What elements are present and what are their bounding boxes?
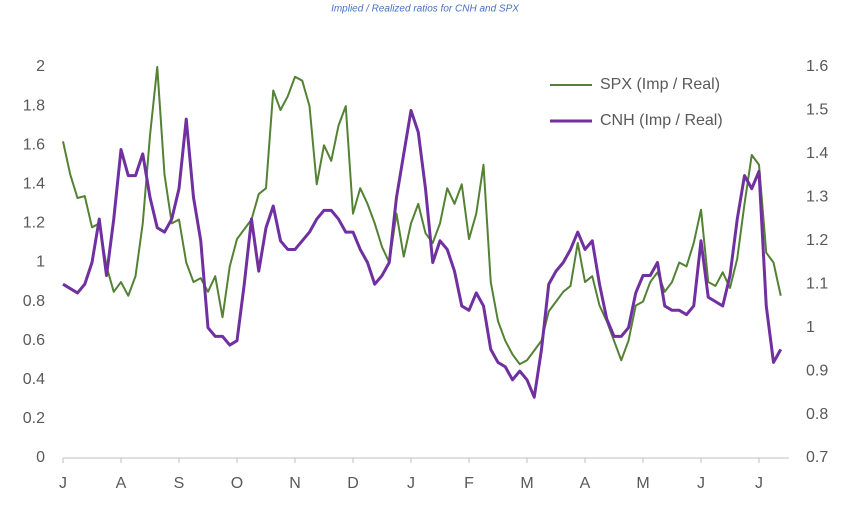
y-tick-label: 1.2 [23,215,45,232]
x-tick-label: F [464,475,474,492]
y-tick-label: 0 [36,449,45,466]
y-tick-label: 1.8 [23,97,45,114]
y-tick-label: 2 [36,58,45,75]
chart-title: Implied / Realized ratios for CNH and SP… [331,4,519,15]
y-tick-label: 0.8 [23,293,45,310]
y2-tick-label: 1.6 [806,58,828,75]
legend-label: SPX (Imp / Real) [600,76,720,93]
x-tick-label: O [231,475,243,492]
y2-tick-label: 0.8 [806,406,828,423]
x-tick-label: N [289,475,301,492]
x-tick-label: A [580,475,591,492]
y-tick-label: 0.2 [23,410,45,427]
y-tick-label: 1.6 [23,136,45,153]
y2-tick-label: 1.3 [806,189,828,206]
y2-tick-label: 1.5 [806,102,828,119]
x-tick-label: D [347,475,359,492]
x-tick-label: J [59,475,67,492]
y2-tick-label: 0.9 [806,362,828,379]
y2-tick-label: 1.4 [806,145,828,162]
legend-label: CNH (Imp / Real) [600,112,723,129]
x-tick-label: J [407,475,415,492]
y2-tick-label: 1.1 [806,275,828,292]
x-tick-label: A [116,475,127,492]
y-tick-label: 1.4 [23,176,45,193]
y2-tick-label: 0.7 [806,449,828,466]
x-tick-label: M [636,475,649,492]
x-tick-label: M [520,475,533,492]
y-tick-label: 1 [36,254,45,271]
series-line [62,108,783,399]
x-tick-label: J [755,475,763,492]
x-tick-label: J [697,475,705,492]
y-tick-label: 0.4 [23,371,45,388]
y-tick-label: 0.6 [23,332,45,349]
y2-tick-label: 1 [806,319,815,336]
x-tick-label: S [174,475,185,492]
y2-tick-label: 1.2 [806,232,828,249]
